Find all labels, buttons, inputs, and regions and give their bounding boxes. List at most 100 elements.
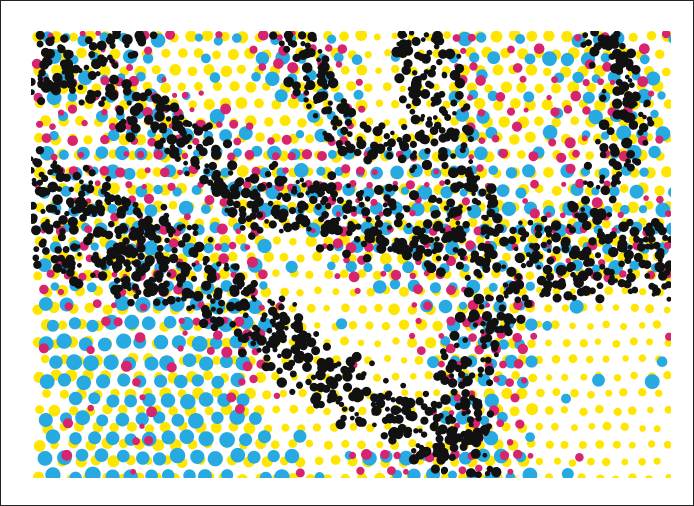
black-ink bbox=[134, 275, 141, 282]
black-ink bbox=[55, 172, 66, 182]
yellow-dot bbox=[613, 374, 622, 382]
yellow-dot bbox=[69, 32, 78, 42]
magenta-dot bbox=[215, 31, 223, 39]
magenta-dot bbox=[99, 165, 110, 176]
black-ink bbox=[321, 196, 329, 203]
magenta-dot bbox=[511, 121, 523, 132]
black-ink bbox=[382, 207, 392, 217]
black-ink bbox=[332, 115, 339, 122]
yellow-dot bbox=[475, 235, 485, 245]
black-ink bbox=[391, 46, 403, 58]
black-ink bbox=[291, 81, 301, 91]
black-ink bbox=[323, 70, 329, 75]
black-ink bbox=[386, 225, 392, 231]
yellow-dot bbox=[305, 270, 314, 279]
black-ink bbox=[646, 116, 653, 122]
black-ink bbox=[205, 169, 210, 174]
cyan-dot bbox=[629, 260, 640, 271]
black-ink bbox=[598, 119, 610, 131]
magenta-dot bbox=[115, 167, 126, 178]
black-ink bbox=[316, 357, 327, 368]
magenta-dot bbox=[233, 137, 242, 146]
yellow-dot bbox=[348, 320, 358, 330]
magenta-dot bbox=[370, 198, 378, 207]
yellow-dot bbox=[408, 439, 417, 448]
magenta-dot bbox=[271, 152, 280, 161]
black-ink bbox=[526, 252, 531, 258]
yellow-dot bbox=[663, 306, 671, 314]
cyan-dot bbox=[153, 334, 169, 350]
black-ink bbox=[448, 167, 459, 179]
magenta-dot bbox=[161, 77, 167, 83]
black-ink bbox=[603, 267, 611, 276]
black-ink bbox=[351, 351, 362, 362]
black-ink bbox=[122, 237, 130, 245]
cyan-dot bbox=[83, 355, 99, 371]
yellow-dot bbox=[560, 440, 569, 449]
black-ink bbox=[162, 298, 170, 306]
black-ink bbox=[506, 266, 517, 277]
cyan-dot bbox=[561, 468, 574, 478]
black-ink bbox=[256, 211, 263, 219]
magenta-dot bbox=[120, 360, 132, 372]
black-ink bbox=[144, 231, 151, 238]
yellow-dot bbox=[493, 100, 504, 111]
black-ink bbox=[434, 236, 440, 242]
black-ink bbox=[315, 384, 320, 390]
black-ink bbox=[209, 274, 214, 279]
black-ink bbox=[580, 207, 585, 212]
magenta-dot bbox=[582, 106, 591, 115]
magenta-dot bbox=[216, 223, 228, 235]
yellow-dot bbox=[561, 31, 573, 43]
black-ink bbox=[239, 225, 246, 231]
yellow-dot bbox=[568, 354, 578, 364]
black-ink bbox=[442, 231, 454, 243]
yellow-dot bbox=[647, 440, 656, 448]
cyan-dot bbox=[141, 316, 156, 331]
black-ink bbox=[190, 275, 198, 282]
black-ink bbox=[157, 114, 164, 121]
yellow-dot bbox=[543, 31, 555, 42]
magenta-dot bbox=[655, 135, 664, 144]
black-ink bbox=[31, 201, 37, 210]
magenta-dot bbox=[141, 183, 147, 190]
black-ink bbox=[355, 223, 362, 230]
black-ink bbox=[430, 96, 436, 102]
black-ink bbox=[661, 227, 667, 233]
black-ink bbox=[256, 226, 264, 234]
cyan-dot bbox=[219, 432, 235, 448]
black-ink bbox=[171, 247, 178, 254]
magenta-dot bbox=[244, 149, 255, 160]
cyan-dot bbox=[107, 129, 120, 142]
magenta-dot bbox=[499, 450, 510, 461]
black-ink bbox=[37, 97, 46, 106]
black-ink bbox=[91, 211, 97, 217]
black-ink bbox=[643, 99, 651, 107]
black-ink bbox=[202, 138, 210, 147]
yellow-dot bbox=[585, 151, 594, 160]
cyan-dot bbox=[106, 394, 120, 408]
black-ink bbox=[214, 287, 223, 297]
black-ink bbox=[551, 232, 561, 243]
black-ink bbox=[425, 80, 433, 88]
cyan-dot bbox=[448, 470, 457, 478]
black-ink bbox=[222, 139, 233, 149]
black-ink bbox=[321, 211, 330, 219]
cyan-dot bbox=[50, 282, 60, 291]
black-ink bbox=[131, 91, 142, 102]
black-ink bbox=[178, 114, 185, 121]
magenta-dot bbox=[101, 108, 108, 116]
yellow-dot bbox=[373, 373, 381, 382]
yellow-dot bbox=[227, 49, 239, 60]
yellow-dot bbox=[279, 389, 288, 398]
cyan-dot bbox=[182, 353, 197, 368]
yellow-dot bbox=[287, 97, 300, 109]
yellow-dot bbox=[501, 388, 513, 399]
yellow-dot bbox=[664, 405, 671, 414]
black-ink bbox=[144, 255, 155, 266]
magenta-dot bbox=[564, 137, 576, 149]
black-ink bbox=[130, 252, 137, 259]
black-ink bbox=[623, 249, 634, 260]
black-ink bbox=[264, 170, 272, 178]
magenta-dot bbox=[204, 195, 215, 205]
